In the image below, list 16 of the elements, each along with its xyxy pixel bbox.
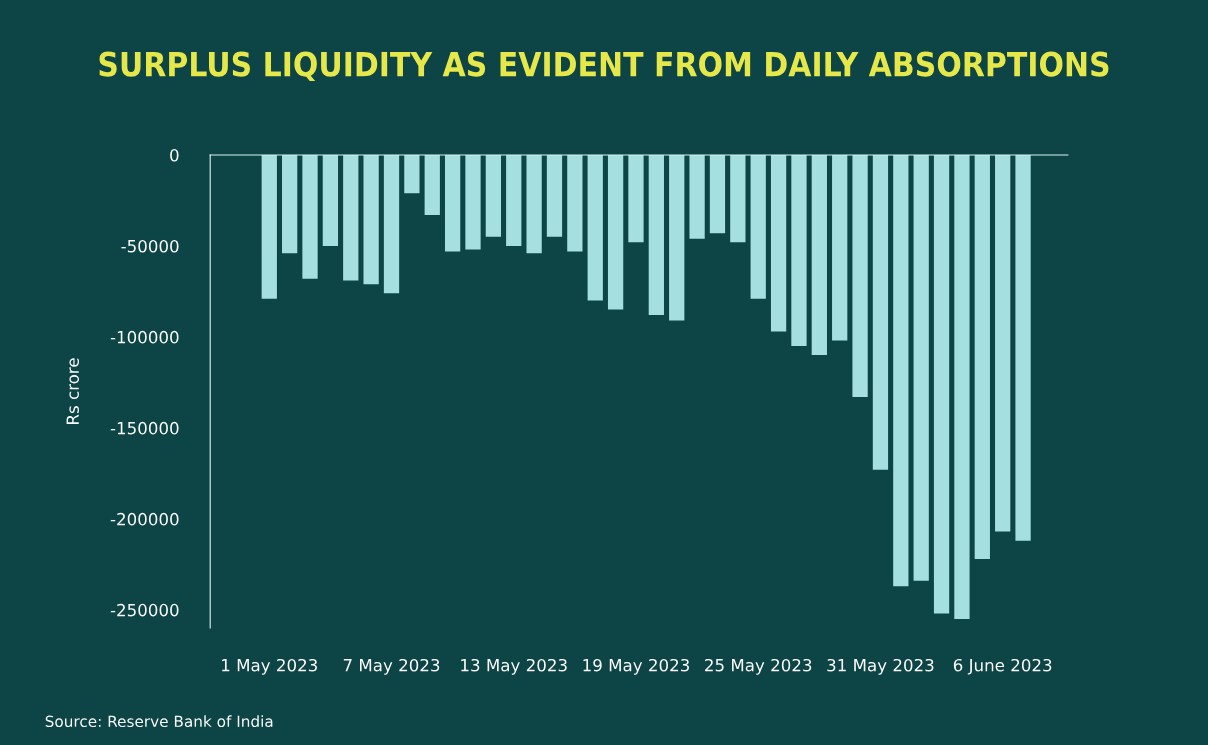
chart-title: SURPLUS LIQUIDITY AS EVIDENT FROM DAILY ABSORPTIONS xyxy=(99,51,1109,82)
y-tick-label: -150000 xyxy=(110,421,179,435)
y-tick-label: -250000 xyxy=(110,603,179,617)
x-tick-label: 25 May 2023 xyxy=(705,658,812,675)
x-tick-label: 19 May 2023 xyxy=(583,658,689,675)
y-axis-title: Rs crore xyxy=(66,358,79,424)
x-tick-label: 1 May 2023 xyxy=(222,658,317,675)
x-tick-label: 6 June 2023 xyxy=(953,658,1052,675)
y-tick-label: 0 xyxy=(170,148,179,162)
x-tick-label: 13 May 2023 xyxy=(461,658,567,675)
x-tick-label: 7 May 2023 xyxy=(343,658,440,675)
x-tick-label: 31 May 2023 xyxy=(827,658,934,675)
y-tick-label: -200000 xyxy=(110,512,179,526)
source-note: Source: Reserve Bank of India xyxy=(45,715,273,728)
y-tick-label: -100000 xyxy=(110,330,179,344)
y-tick-label: -50000 xyxy=(121,239,179,253)
